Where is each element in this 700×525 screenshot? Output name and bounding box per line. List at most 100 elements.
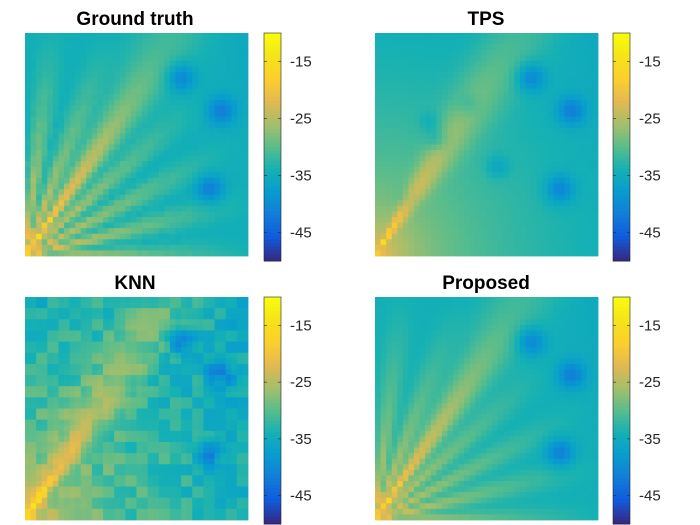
heatmap-cell [492, 233, 499, 240]
heatmap-cell [119, 302, 126, 309]
heatmap-cell [142, 408, 149, 415]
heatmap-cell [103, 161, 110, 168]
heatmap-cell [80, 436, 87, 443]
heatmap-cell [153, 77, 160, 84]
heatmap-cell [225, 397, 232, 404]
heatmap-cell [492, 77, 499, 84]
heatmap-cell [108, 200, 115, 207]
heatmap-cell [564, 72, 571, 79]
heatmap-cell [142, 99, 149, 106]
heatmap-cell [486, 127, 493, 134]
heatmap-cell [547, 33, 554, 39]
heatmap-cell [536, 177, 543, 184]
heatmap-cell [175, 464, 182, 471]
heatmap-cell [114, 375, 121, 382]
heatmap-cell [208, 486, 215, 493]
heatmap-cell [581, 239, 588, 246]
heatmap-cell [58, 189, 65, 196]
heatmap-cell [458, 155, 465, 162]
heatmap-cell [192, 122, 199, 129]
heatmap-cell [119, 222, 126, 229]
heatmap-cell [158, 330, 165, 337]
heatmap-cell [192, 244, 199, 251]
heatmap-cell [592, 228, 599, 235]
heatmap-cell [142, 216, 149, 223]
heatmap-cell [75, 458, 82, 465]
heatmap-cell [225, 319, 232, 326]
heatmap-cell [114, 88, 121, 95]
heatmap-cell [480, 244, 487, 251]
heatmap-cell [91, 183, 98, 190]
heatmap-cell [531, 88, 538, 95]
heatmap-cell [575, 138, 582, 145]
heatmap-cell [514, 111, 521, 118]
heatmap-cell [192, 347, 199, 354]
heatmap-cell [441, 228, 448, 235]
heatmap-cell [575, 122, 582, 129]
heatmap-cell [153, 194, 160, 201]
heatmap-cell [464, 116, 471, 123]
heatmap-cell [142, 514, 149, 521]
heatmap-cell [475, 72, 482, 79]
heatmap-cell [114, 72, 121, 79]
heatmap-cell [58, 200, 65, 207]
heatmap-cell [453, 222, 460, 229]
heatmap-cell [497, 94, 504, 101]
heatmap-cell [503, 116, 510, 123]
heatmap-cell [30, 122, 37, 129]
heatmap-cell [447, 194, 454, 201]
heatmap-cell [30, 189, 37, 196]
heatmap-cell [497, 133, 504, 140]
heatmap-cell [130, 319, 137, 326]
heatmap-cell [130, 216, 137, 223]
heatmap-cell [536, 88, 543, 95]
heatmap-cell [114, 166, 121, 173]
heatmap-cell [158, 244, 165, 251]
heatmap-cell [181, 60, 188, 67]
heatmap-cell [236, 497, 243, 504]
heatmap-cell [186, 486, 193, 493]
colorbar-segment [613, 104, 630, 109]
heatmap-cell [220, 447, 227, 454]
heatmap-cell [203, 375, 210, 382]
heatmap-cell [225, 486, 232, 493]
heatmap-cell [91, 324, 98, 331]
heatmap-cell [86, 308, 93, 315]
heatmap-cell [69, 397, 76, 404]
heatmap-cell [164, 194, 171, 201]
heatmap-cell [181, 111, 188, 118]
colorbar-segment [264, 300, 281, 305]
heatmap-cell [531, 194, 538, 201]
heatmap-cell [558, 55, 565, 62]
heatmap-cell [69, 419, 76, 426]
heatmap-cell [164, 369, 171, 376]
heatmap-cell [47, 514, 54, 521]
heatmap-cell [214, 330, 221, 337]
heatmap-cell [97, 402, 104, 409]
heatmap-cell [558, 228, 565, 235]
heatmap-cell [214, 458, 221, 465]
heatmap-cell [158, 430, 165, 437]
heatmap-cell [41, 194, 48, 201]
heatmap-cell [480, 155, 487, 162]
heatmap-cell [97, 302, 104, 309]
heatmap-cell [91, 386, 98, 393]
heatmap-cell [397, 55, 404, 62]
heatmap-cell [114, 244, 121, 251]
heatmap-cell [514, 94, 521, 101]
heatmap-cell [486, 88, 493, 95]
heatmap-cell [503, 83, 510, 90]
heatmap-cell [220, 38, 227, 45]
heatmap-cell [164, 111, 171, 118]
heatmap-cell [402, 189, 409, 196]
heatmap-cell [208, 99, 215, 106]
heatmap-cell [441, 166, 448, 173]
heatmap-cell [441, 177, 448, 184]
heatmap-cell [542, 239, 549, 246]
heatmap-cell [208, 49, 215, 56]
heatmap-cell [125, 347, 132, 354]
heatmap-cell [169, 205, 176, 212]
heatmap-cell [425, 88, 432, 95]
heatmap-cell [75, 475, 82, 482]
heatmap-cell [192, 408, 199, 415]
